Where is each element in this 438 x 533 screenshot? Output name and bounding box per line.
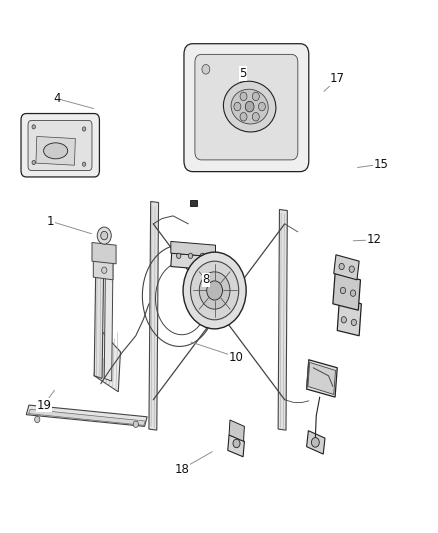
Circle shape — [349, 266, 354, 272]
Circle shape — [177, 253, 181, 259]
Polygon shape — [26, 405, 147, 426]
Circle shape — [199, 272, 230, 309]
FancyBboxPatch shape — [28, 120, 92, 171]
Circle shape — [311, 438, 319, 447]
Text: 19: 19 — [36, 399, 51, 411]
Polygon shape — [334, 255, 359, 280]
Polygon shape — [308, 362, 336, 394]
Polygon shape — [337, 298, 361, 336]
Circle shape — [340, 287, 346, 294]
Circle shape — [233, 439, 240, 448]
Polygon shape — [229, 420, 244, 441]
Circle shape — [183, 252, 246, 329]
Text: 18: 18 — [174, 463, 189, 475]
Polygon shape — [171, 241, 215, 257]
Circle shape — [133, 421, 138, 427]
Circle shape — [240, 112, 247, 121]
Circle shape — [350, 290, 356, 296]
Text: 1: 1 — [46, 215, 54, 228]
Circle shape — [97, 227, 111, 244]
Polygon shape — [104, 253, 113, 381]
Text: 15: 15 — [374, 158, 389, 171]
Circle shape — [82, 162, 86, 166]
Polygon shape — [94, 256, 104, 378]
Circle shape — [208, 253, 212, 259]
Circle shape — [188, 253, 193, 259]
Circle shape — [102, 267, 107, 273]
Circle shape — [35, 416, 40, 423]
FancyBboxPatch shape — [195, 54, 298, 160]
Circle shape — [351, 319, 357, 326]
Circle shape — [252, 112, 259, 121]
FancyBboxPatch shape — [184, 44, 309, 172]
Circle shape — [202, 64, 210, 74]
Polygon shape — [92, 243, 116, 264]
Circle shape — [258, 102, 265, 111]
Circle shape — [200, 253, 205, 259]
Circle shape — [252, 92, 259, 101]
Circle shape — [339, 263, 344, 270]
Text: 17: 17 — [330, 72, 345, 85]
Circle shape — [32, 160, 35, 165]
Circle shape — [207, 281, 223, 300]
Polygon shape — [36, 136, 75, 165]
Polygon shape — [190, 200, 197, 206]
Polygon shape — [278, 209, 287, 430]
Circle shape — [191, 261, 239, 320]
Polygon shape — [228, 435, 244, 457]
Polygon shape — [149, 201, 159, 430]
Polygon shape — [333, 273, 360, 310]
Circle shape — [101, 231, 108, 240]
Polygon shape — [307, 431, 325, 454]
Ellipse shape — [43, 143, 67, 159]
Circle shape — [32, 125, 35, 129]
Text: 8: 8 — [202, 273, 209, 286]
Circle shape — [341, 317, 346, 323]
Polygon shape — [94, 328, 120, 392]
Text: 12: 12 — [367, 233, 382, 246]
Polygon shape — [171, 253, 215, 270]
Text: 10: 10 — [229, 351, 244, 364]
Circle shape — [234, 102, 241, 111]
Polygon shape — [93, 259, 113, 280]
Polygon shape — [307, 360, 337, 397]
Circle shape — [245, 101, 254, 112]
FancyBboxPatch shape — [21, 114, 99, 177]
Circle shape — [82, 127, 86, 131]
Ellipse shape — [223, 81, 276, 132]
Ellipse shape — [231, 89, 268, 124]
Text: 5: 5 — [240, 67, 247, 80]
Circle shape — [240, 92, 247, 101]
Polygon shape — [28, 409, 145, 425]
Text: 4: 4 — [53, 92, 61, 105]
